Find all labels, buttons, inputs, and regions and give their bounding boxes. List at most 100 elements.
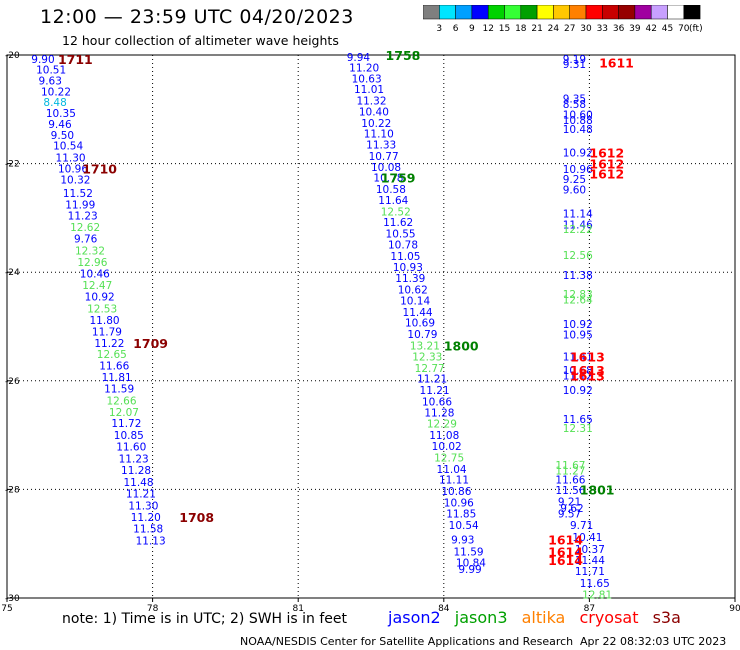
wave-height-value: 10.14: [400, 295, 430, 307]
wave-height-value: 11.13: [136, 535, 166, 547]
wave-height-value: 9.35: [563, 93, 586, 105]
wave-height-value: 12.77: [415, 363, 445, 375]
wave-height-value: 12.22: [563, 224, 593, 236]
wave-height-value: 9.76: [74, 234, 98, 246]
wave-height-value: 10.85: [114, 430, 144, 442]
wave-height-value: 11.65: [563, 414, 593, 426]
pass-time-label: 1613: [570, 368, 605, 383]
wave-height-value: 9.46: [48, 119, 72, 131]
wave-height-value: 9.90: [31, 54, 54, 66]
wave-height-value: 9.93: [451, 534, 474, 546]
wave-height-value: 10.54: [53, 141, 83, 153]
wave-height-value: 11.30: [56, 153, 86, 165]
wave-height-value: 11.56: [555, 485, 585, 497]
wave-height-value: 12.53: [87, 304, 117, 316]
scale-tick-label: 70: [678, 24, 690, 34]
scale-swatch: [487, 5, 505, 20]
wave-height-value: 10.86: [441, 486, 471, 498]
pass-time-label: 1612: [589, 166, 624, 181]
scale-swatch: [536, 5, 554, 20]
wave-height-value: 10.93: [393, 262, 423, 274]
scale-swatch: [471, 5, 489, 20]
wave-height-value: 10.66: [422, 396, 452, 408]
y-tick-label: -22: [5, 160, 20, 170]
wave-height-value: 9.71: [570, 520, 593, 532]
scale-unit-label: (ft): [689, 24, 703, 34]
wave-height-value: 10.55: [386, 229, 416, 241]
wave-height-value: 10.54: [449, 520, 479, 532]
pass-time-label: 1759: [381, 171, 416, 186]
wave-height-value: 10.92: [563, 148, 593, 160]
wave-height-value: 9.63: [39, 76, 62, 88]
wave-height-value: 11.58: [133, 523, 163, 535]
pass-time-label: 1801: [580, 482, 615, 497]
scale-tick-label: 18: [515, 24, 527, 34]
wave-height-value: 10.69: [405, 318, 435, 330]
wave-height-value: 12.62: [70, 222, 100, 234]
scale-swatch: [667, 5, 685, 20]
x-tick-label: 75: [1, 604, 12, 614]
wave-height-value: 10.37: [575, 544, 605, 556]
wave-height-value: 10.77: [369, 151, 399, 163]
wave-height-value: 12.32: [75, 245, 105, 257]
pass-time-label: 1614: [548, 544, 583, 559]
wave-height-value: 12.83: [563, 289, 593, 301]
scale-tick-label: 6: [453, 24, 459, 34]
scale-swatch: [650, 5, 668, 20]
y-tick-label: -30: [5, 594, 20, 604]
wave-height-value: 12.64: [563, 294, 593, 306]
wave-height-value: 9.50: [51, 130, 74, 142]
pass-time-label: 1614: [548, 532, 583, 547]
legend-jason3: jason3: [454, 608, 508, 627]
wave-height-value: 10.41: [572, 532, 602, 544]
wave-height-value: 11.81: [102, 372, 132, 384]
wave-height-value: 10.96: [444, 497, 474, 509]
scale-swatch: [602, 5, 619, 20]
wave-height-value: 12.96: [77, 257, 107, 269]
wave-height-value: 10.40: [359, 106, 389, 118]
generated-timestamp: Apr 22 08:32:03 UTC 2023: [580, 635, 727, 648]
wave-height-value: 12.66: [106, 395, 136, 407]
wave-height-value: 10.78: [373, 173, 403, 185]
wave-height-value: 10.46: [80, 268, 110, 280]
wave-height-value: 11.71: [575, 566, 605, 578]
wave-height-value: 11.21: [126, 489, 156, 501]
wave-height-value: 11.66: [99, 361, 129, 373]
wave-height-value: 12.07: [109, 407, 139, 419]
x-tick-label: 90: [729, 604, 740, 614]
wave-height-value: 8.48: [43, 97, 66, 109]
wave-height-value: 10.92: [85, 292, 115, 304]
pass-time-label: 1613: [570, 363, 605, 378]
wave-height-value: 11.32: [356, 96, 386, 108]
wave-height-value: 11.10: [364, 129, 394, 141]
wave-height-value: 11.23: [119, 453, 149, 465]
scale-swatch: [455, 5, 473, 20]
wave-height-value: 11.20: [131, 512, 161, 524]
wave-height-value: 10.96: [563, 164, 593, 176]
wave-height-value: 11.79: [92, 326, 122, 338]
wave-height-value: 11.64: [378, 195, 408, 207]
wave-height-value: 10.60: [563, 110, 593, 122]
wave-height-value: 10.92: [563, 385, 593, 397]
wave-height-value: 9.21: [558, 496, 581, 508]
wave-height-value: 12.29: [427, 419, 457, 431]
pass-time-label: 1612: [589, 157, 624, 172]
chart-subtitle: 12 hour collection of altimeter wave hei…: [62, 33, 339, 48]
wave-height-value: 12.65: [97, 349, 127, 361]
wave-height-value: 11.46: [563, 219, 593, 231]
wave-height-value: 11.01: [354, 84, 384, 96]
scale-tick-label: 9: [469, 24, 475, 34]
scale-swatch: [585, 5, 603, 20]
footnote: note: 1) Time is in UTC; 2) SWH is in fe…: [62, 611, 348, 627]
y-tick-label: -28: [5, 485, 20, 495]
wave-height-value: 10.32: [60, 174, 90, 186]
wave-height-value: 11.38: [563, 270, 593, 282]
pass-time-label: 1800: [444, 339, 479, 354]
wave-height-value: 12.33: [412, 351, 442, 363]
scale-tick-label: 36: [613, 24, 625, 34]
wave-height-value: 11.22: [94, 338, 124, 350]
wave-height-value: 12.31: [563, 423, 593, 435]
wave-height-value: 10.35: [46, 108, 76, 120]
pass-time-label: 1614: [548, 553, 583, 568]
